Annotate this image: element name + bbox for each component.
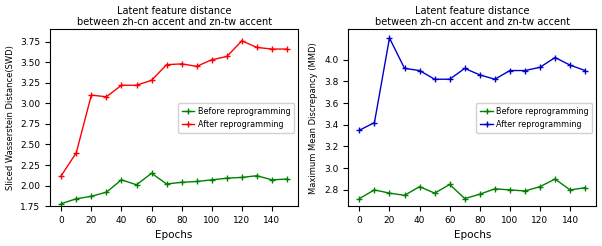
Before reprogramming (284, 178, 291, 181)
Line: After reprogramming: After reprogramming (58, 38, 290, 179)
After reprogramming (551, 56, 559, 59)
After reprogramming (88, 94, 95, 97)
After reprogramming (178, 62, 185, 65)
Title: Latent feature distance
between zh-cn accent and zn-tw accent: Latent feature distance between zh-cn ac… (76, 6, 272, 27)
After reprogramming (371, 121, 378, 124)
Before reprogramming (148, 172, 155, 175)
Before reprogramming (178, 181, 185, 184)
After reprogramming (163, 63, 170, 66)
Before reprogramming (238, 176, 246, 179)
Before reprogramming (582, 186, 589, 189)
Before reprogramming (551, 178, 559, 181)
Title: Latent feature distance
between zh-cn accent and zn-tw accent: Latent feature distance between zh-cn ac… (374, 6, 570, 27)
After reprogramming (103, 95, 110, 98)
After reprogramming (401, 67, 408, 70)
Legend: Before reprogramming, After reprogramming: Before reprogramming, After reprogrammin… (476, 103, 592, 133)
Before reprogramming (58, 202, 65, 205)
Before reprogramming (268, 178, 276, 181)
After reprogramming (238, 39, 246, 42)
After reprogramming (223, 55, 231, 58)
Before reprogramming (73, 197, 80, 200)
Before reprogramming (476, 193, 483, 196)
After reprogramming (536, 66, 544, 69)
Legend: Before reprogramming, After reprogramming: Before reprogramming, After reprogrammin… (178, 103, 294, 133)
Y-axis label: Sliced Wasserstein Distance(SWD): Sliced Wasserstein Distance(SWD) (5, 45, 14, 190)
Before reprogramming (536, 185, 544, 188)
Before reprogramming (88, 195, 95, 198)
After reprogramming (58, 174, 65, 177)
After reprogramming (461, 67, 468, 70)
After reprogramming (208, 58, 216, 61)
Before reprogramming (521, 189, 529, 192)
After reprogramming (118, 84, 125, 87)
Before reprogramming (506, 188, 514, 191)
After reprogramming (253, 46, 261, 49)
Before reprogramming (491, 187, 498, 190)
Before reprogramming (416, 185, 423, 188)
After reprogramming (73, 151, 80, 154)
Before reprogramming (208, 178, 216, 181)
Before reprogramming (461, 197, 468, 200)
After reprogramming (133, 84, 140, 87)
Before reprogramming (133, 183, 140, 186)
Before reprogramming (163, 183, 170, 185)
Before reprogramming (386, 192, 393, 195)
After reprogramming (491, 78, 498, 81)
Before reprogramming (118, 178, 125, 181)
Before reprogramming (223, 177, 231, 180)
Before reprogramming (253, 174, 261, 177)
Before reprogramming (356, 197, 363, 200)
After reprogramming (566, 64, 574, 67)
Before reprogramming (371, 188, 378, 191)
Before reprogramming (566, 188, 574, 191)
Before reprogramming (193, 180, 200, 183)
After reprogramming (356, 129, 363, 132)
After reprogramming (506, 69, 514, 72)
After reprogramming (268, 47, 276, 50)
Line: Before reprogramming: Before reprogramming (356, 176, 588, 201)
After reprogramming (386, 36, 393, 39)
After reprogramming (193, 65, 200, 68)
Before reprogramming (103, 191, 110, 194)
Line: After reprogramming: After reprogramming (356, 35, 588, 133)
After reprogramming (431, 78, 438, 81)
After reprogramming (284, 47, 291, 50)
Before reprogramming (401, 194, 408, 197)
X-axis label: Epochs: Epochs (453, 231, 491, 240)
After reprogramming (148, 79, 155, 82)
After reprogramming (446, 78, 453, 81)
After reprogramming (416, 69, 423, 72)
Y-axis label: Maximum Mean Discrepancy (MMD): Maximum Mean Discrepancy (MMD) (309, 42, 318, 194)
After reprogramming (582, 69, 589, 72)
Line: Before reprogramming: Before reprogramming (58, 170, 290, 206)
After reprogramming (476, 73, 483, 76)
After reprogramming (521, 69, 529, 72)
Before reprogramming (446, 183, 453, 186)
Before reprogramming (431, 192, 438, 195)
X-axis label: Epochs: Epochs (155, 231, 193, 240)
